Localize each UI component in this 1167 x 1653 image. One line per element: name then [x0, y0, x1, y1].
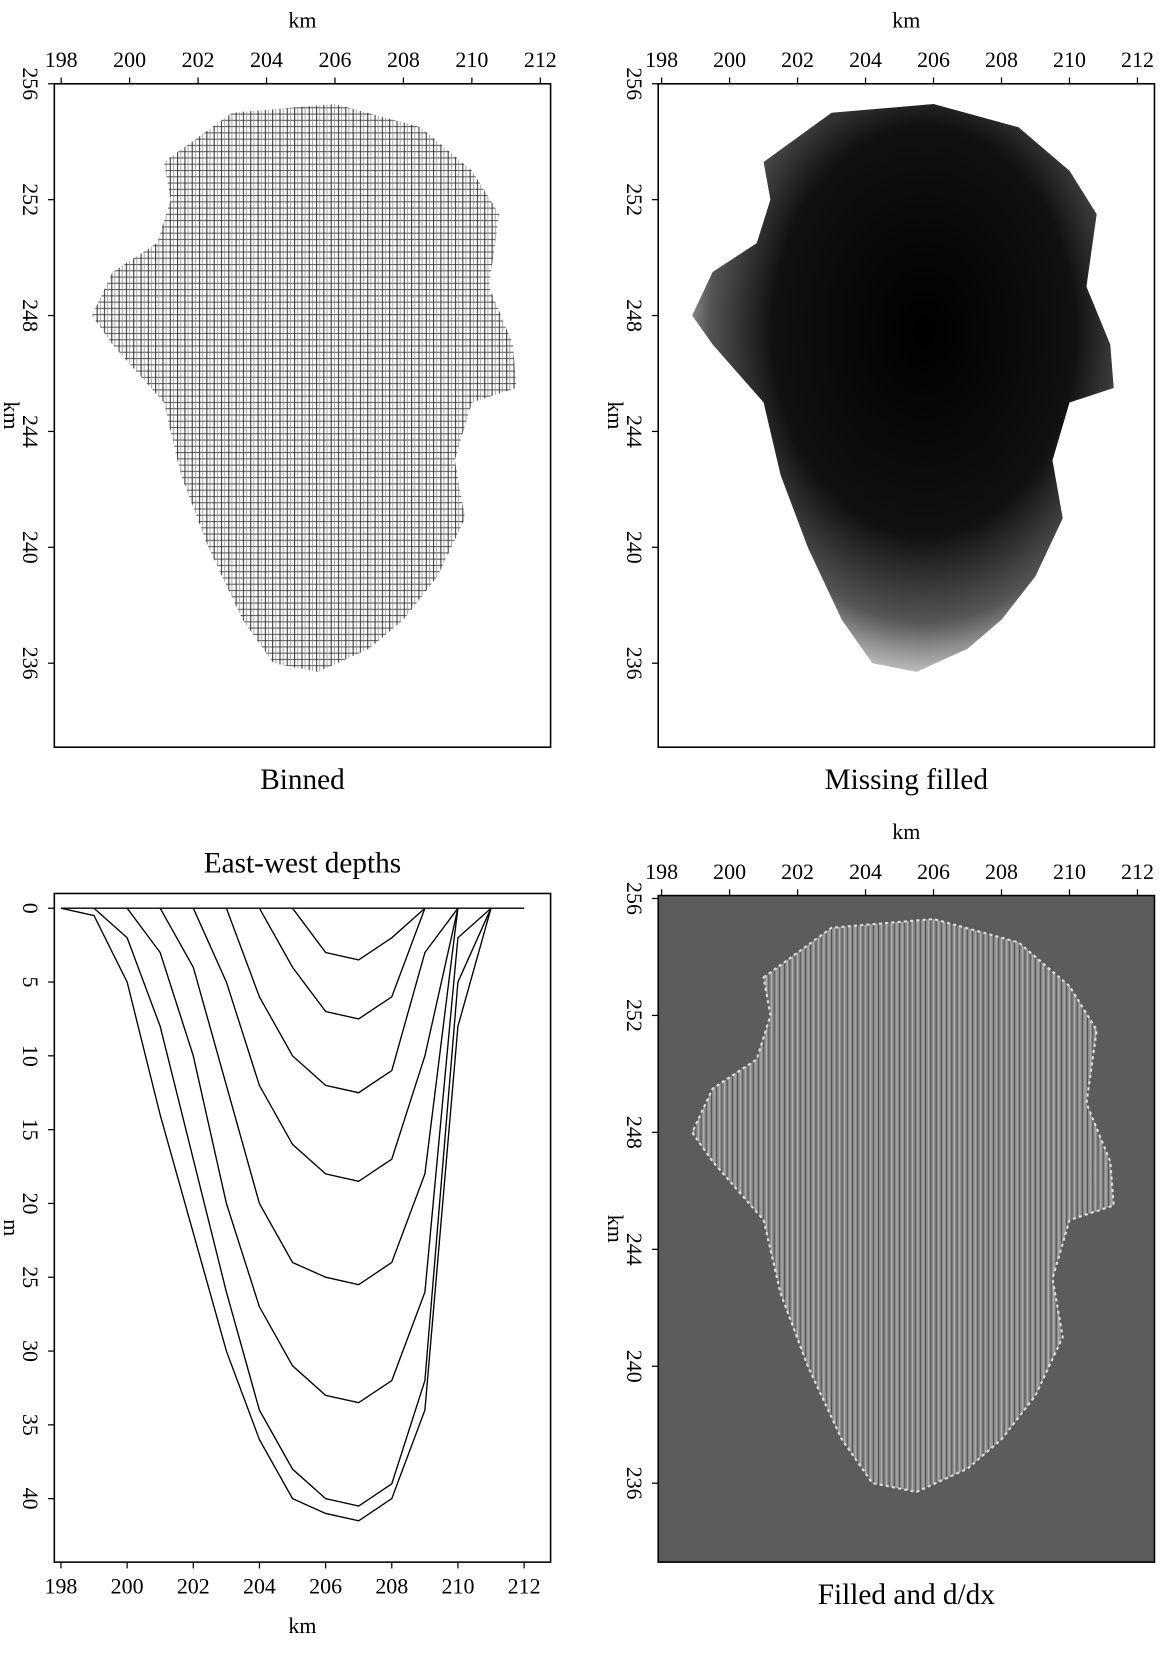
y-tick-label: 15: [18, 1119, 43, 1141]
x-tick-label: 200: [713, 47, 746, 72]
x-tick-label: 208: [387, 47, 420, 72]
panel: 198 200 202 204 206 208 210 212 km 0 5 10 15 20 25 30 35…: [0, 848, 552, 1638]
y-tick-label: 236: [622, 647, 647, 680]
y-tick-label: 240: [622, 1350, 647, 1383]
frame: [657, 83, 1156, 748]
x-tick-label: 210: [455, 47, 488, 72]
panel: 198 200 202 204 206 208 210 212 km 236 240 244 248 25…: [603, 7, 1156, 796]
y-tick-label: 0: [18, 903, 43, 914]
x-tick-label: 204: [849, 47, 882, 72]
y-tick-label: 244: [622, 415, 647, 448]
x-tick-label: 204: [250, 47, 283, 72]
y-tick-label: 248: [622, 299, 647, 332]
y-tick-label: 244: [622, 1233, 647, 1266]
x-tick-label: 212: [1121, 859, 1154, 884]
y-tick-label: 244: [18, 415, 43, 448]
y-tick-label: 35: [18, 1414, 43, 1436]
frame: [53, 892, 552, 1563]
plot-background: [54, 893, 551, 1563]
x-tick-label: 202: [177, 1573, 210, 1598]
y-tick-label: 248: [18, 299, 43, 332]
x-tick-label: 212: [524, 47, 557, 72]
y-tick-label: 248: [622, 1116, 647, 1149]
x-tick-label: 206: [917, 47, 950, 72]
x-tick-label: 198: [45, 47, 78, 72]
panel-title: Missing filled: [825, 764, 989, 796]
depth-line: [159, 907, 459, 1286]
depth-line: [93, 907, 492, 1507]
y-tick-label: 256: [622, 67, 647, 100]
x-tick-label: 208: [985, 859, 1018, 884]
x-axis-label: km: [288, 7, 316, 32]
y-tick-label: 256: [622, 882, 647, 915]
x-tick-label: 202: [781, 859, 814, 884]
x-tick-label: 212: [508, 1573, 541, 1598]
x-tick-label: 200: [113, 47, 146, 72]
y-tick-label: 10: [18, 1045, 43, 1067]
x-tick-label: 206: [309, 1573, 342, 1598]
y-tick-label: 240: [622, 531, 647, 564]
y-tick-label: 236: [622, 1467, 647, 1500]
depth-line: [258, 907, 426, 1020]
x-tick-label: 208: [985, 47, 1018, 72]
panel: 198 200 202 204 206 208 210 212 km 236 240 244 248 25…: [0, 7, 557, 796]
x-tick-label: 198: [645, 859, 678, 884]
y-tick-label: 256: [18, 67, 43, 100]
x-tick-label: 202: [781, 47, 814, 72]
x-tick-label: 212: [1121, 47, 1154, 72]
image-region: [690, 917, 1115, 1494]
x-axis-label: km: [892, 7, 920, 32]
panel-title: Filled and d/dx: [818, 1579, 995, 1611]
x-tick-label: 206: [917, 859, 950, 884]
x-axis-label: km: [288, 1613, 316, 1638]
x-tick-label: 210: [1053, 47, 1086, 72]
y-tick-label: 240: [18, 531, 43, 564]
x-tick-label: 198: [44, 1573, 77, 1598]
panel-title: East-west depths: [204, 848, 401, 880]
image-region: [91, 104, 517, 672]
y-tick-label: 25: [18, 1266, 43, 1288]
depth-line: [225, 907, 459, 1094]
x-tick-label: 198: [645, 47, 678, 72]
y-tick-label: 30: [18, 1340, 43, 1362]
frame: [53, 83, 552, 748]
panel-title: Binned: [260, 764, 345, 796]
panel: 198 200 202 204 206 208 210 212 km 236 240 244 248 25…: [603, 819, 1156, 1611]
y-tick-label: 252: [622, 999, 647, 1032]
x-tick-label: 200: [713, 859, 746, 884]
y-axis-label: m: [0, 1219, 24, 1236]
x-tick-label: 210: [1053, 859, 1086, 884]
x-tick-label: 206: [319, 47, 352, 72]
x-tick-label: 202: [182, 47, 215, 72]
y-tick-label: 20: [18, 1192, 43, 1214]
x-tick-label: 204: [849, 859, 882, 884]
x-tick-label: 210: [442, 1573, 475, 1598]
x-tick-label: 208: [375, 1573, 408, 1598]
y-tick-label: 252: [622, 183, 647, 216]
y-tick-label: 5: [18, 977, 43, 988]
depth-line: [291, 907, 426, 961]
image-region: [692, 104, 1114, 672]
y-axis-label: km: [0, 401, 24, 429]
y-axis-label: km: [603, 401, 628, 429]
y-tick-label: 252: [18, 183, 43, 216]
depth-line: [126, 907, 492, 1404]
depth-line: [192, 907, 459, 1183]
x-tick-label: 204: [243, 1573, 276, 1598]
depth-line: [60, 907, 492, 1522]
y-tick-label: 236: [18, 647, 43, 680]
y-axis-label: km: [603, 1215, 628, 1243]
frame: [657, 894, 1156, 1563]
x-tick-label: 200: [111, 1573, 144, 1598]
y-tick-label: 40: [18, 1488, 43, 1510]
x-axis-label: km: [892, 819, 920, 844]
